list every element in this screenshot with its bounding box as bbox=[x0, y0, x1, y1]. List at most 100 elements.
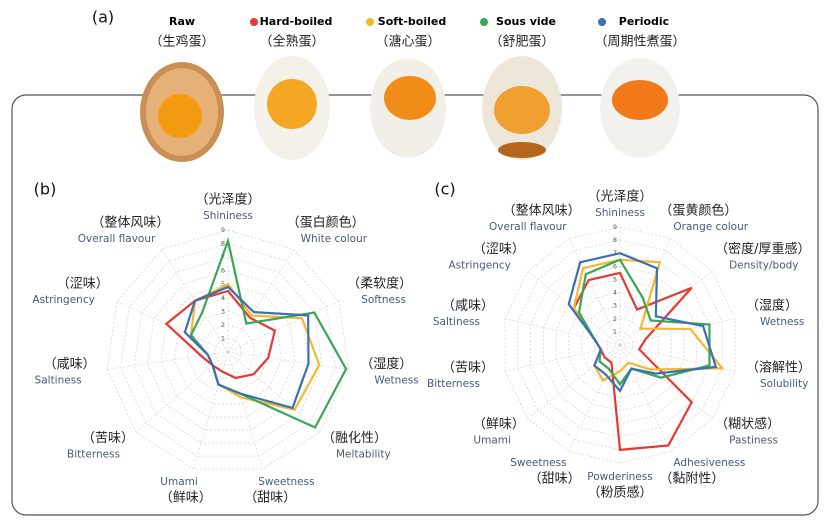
axis-label-zh: （融化性） bbox=[322, 431, 387, 446]
axis-label-zh: （粉质感） bbox=[587, 485, 652, 501]
axis-label: Umami bbox=[160, 476, 198, 488]
axis-label: Softness bbox=[361, 294, 406, 306]
r-tick-label: 6 bbox=[613, 262, 617, 270]
egg-soft-boiled bbox=[370, 58, 446, 158]
axis-label: Bitterness bbox=[67, 448, 120, 460]
grid-ring bbox=[173, 297, 283, 405]
egg-name-zh: （溏心蛋） bbox=[375, 34, 440, 50]
axis-label-zh: （鲜味） bbox=[160, 491, 212, 506]
legend-swatch bbox=[598, 18, 606, 26]
frame bbox=[11, 94, 819, 516]
r-tick-label: 9 bbox=[221, 226, 225, 234]
axis-label-zh: （咸味） bbox=[44, 357, 96, 372]
axis-label-zh: （整体风味） bbox=[503, 203, 581, 218]
spoke bbox=[116, 301, 229, 353]
axis-label-zh: （黏附性） bbox=[659, 471, 724, 487]
egg-periodic bbox=[600, 58, 680, 158]
axis-label: Overall flavour bbox=[489, 221, 567, 233]
spoke bbox=[135, 351, 229, 433]
r-tick-label: 3 bbox=[613, 302, 617, 310]
grid-ring bbox=[542, 265, 698, 425]
legend-label: Soft-boiled bbox=[378, 15, 446, 28]
axis-label: Wetness bbox=[374, 374, 418, 386]
axis-label: Orange colour bbox=[673, 221, 748, 233]
grid-ring bbox=[147, 270, 309, 431]
r-tick-label: 7 bbox=[613, 249, 617, 257]
axis-label-zh: （糊状感） bbox=[715, 416, 780, 432]
axis-label: Density/body bbox=[729, 260, 798, 272]
axis-label: Solubility bbox=[760, 378, 808, 390]
grid-ring bbox=[120, 243, 336, 457]
egg-name: Raw bbox=[169, 15, 195, 28]
axis-label-zh: （鲜味） bbox=[473, 417, 525, 432]
axis-label-zh: （苦味） bbox=[442, 360, 494, 376]
axis-label: Astringency bbox=[448, 260, 510, 272]
axis-label: Shininess bbox=[203, 210, 253, 222]
axis-label: Saltiness bbox=[35, 374, 82, 386]
axis-label-zh: （甜味） bbox=[244, 490, 296, 506]
panel-label: (a) bbox=[92, 8, 114, 27]
axis-label-zh: （密度/厚重感） bbox=[715, 241, 810, 257]
axis-label: Saltiness bbox=[433, 316, 480, 328]
grid-ring bbox=[504, 226, 736, 464]
axis-label-zh: （涩味） bbox=[57, 277, 109, 292]
axis-label: Meltability bbox=[336, 448, 391, 460]
spoke bbox=[504, 344, 621, 372]
axis-label-zh: （蛋白颜色） bbox=[287, 214, 365, 230]
legend-label: Hard-boiled bbox=[260, 15, 333, 28]
spoke bbox=[227, 249, 295, 353]
grid-ring bbox=[200, 324, 256, 379]
egg-name-zh: （生鸡蛋） bbox=[149, 34, 214, 50]
r-tick-label: 1 bbox=[221, 334, 225, 342]
series-line bbox=[183, 285, 310, 410]
egg-name-zh: （舒肥蛋） bbox=[489, 35, 554, 50]
panel-label: (b) bbox=[34, 180, 57, 199]
axis-label: Wetness bbox=[760, 316, 804, 328]
spoke bbox=[504, 318, 621, 346]
r-tick-label: 9 bbox=[613, 223, 617, 231]
axis-label-zh: （溶解性） bbox=[746, 361, 811, 376]
axis-label-zh: （光泽度） bbox=[195, 192, 260, 208]
r-tick-label: 8 bbox=[613, 236, 617, 244]
axis-label-zh: （柔软度） bbox=[347, 276, 412, 292]
grid-ring bbox=[530, 252, 710, 438]
r-tick-label: 2 bbox=[221, 321, 225, 329]
legend-swatch bbox=[480, 18, 488, 26]
axis-label: Overall flavour bbox=[78, 233, 156, 245]
spoke bbox=[227, 351, 321, 433]
axis-label: Powderiness bbox=[587, 471, 652, 483]
r-tick-label: 5 bbox=[613, 275, 617, 283]
r-tick-label: 6 bbox=[221, 267, 225, 275]
series-line bbox=[164, 289, 277, 380]
legend-swatch bbox=[250, 18, 258, 26]
egg-raw bbox=[140, 62, 224, 162]
legend-label: Sous vide bbox=[496, 15, 556, 28]
series-line bbox=[567, 252, 718, 393]
grid-ring bbox=[568, 292, 672, 398]
axis-label: Shininess bbox=[595, 207, 645, 219]
r-tick-label: 4 bbox=[613, 289, 617, 297]
axis-label: Umami bbox=[473, 434, 511, 446]
spoke bbox=[227, 351, 349, 370]
axis-label-zh: （光泽度） bbox=[587, 189, 652, 205]
axis-label-zh: （整体风味） bbox=[91, 215, 169, 230]
r-tick-label: 8 bbox=[221, 240, 225, 248]
axis-label: Bitterness bbox=[427, 378, 480, 390]
legend-label: Periodic bbox=[619, 15, 669, 28]
legend-swatch bbox=[366, 18, 374, 26]
grid-ring bbox=[517, 239, 723, 451]
axis-label-zh: （蛋黄颜色） bbox=[659, 202, 737, 218]
axis-label: Sweetness bbox=[510, 457, 566, 469]
spoke bbox=[619, 344, 713, 419]
axis-label-zh: （湿度） bbox=[746, 297, 798, 313]
axis-label-zh: （湿度） bbox=[360, 356, 412, 372]
axis-label-zh: （苦味） bbox=[82, 430, 134, 446]
r-tick-label: 2 bbox=[613, 315, 617, 323]
axis-label: Astringency bbox=[32, 294, 94, 306]
egg-sous-vide bbox=[482, 56, 562, 160]
spoke bbox=[227, 301, 340, 353]
spoke bbox=[527, 344, 621, 419]
axis-label-zh: （咸味） bbox=[442, 298, 494, 313]
spoke bbox=[227, 351, 263, 470]
